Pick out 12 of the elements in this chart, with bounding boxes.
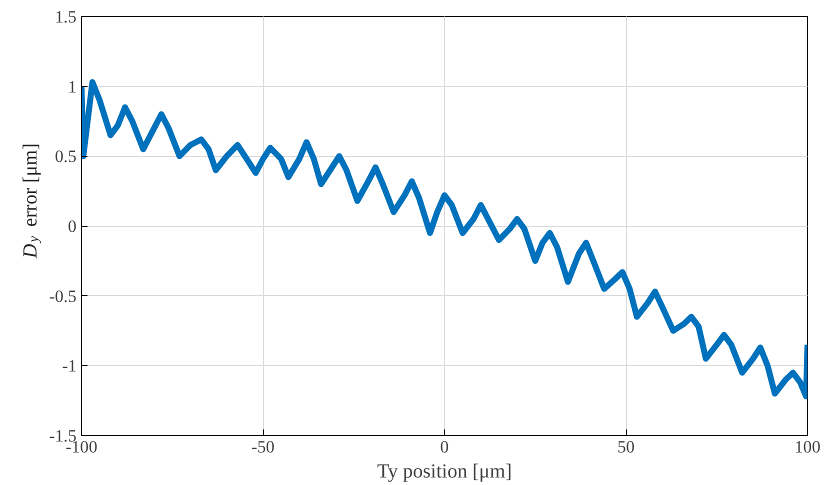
x-tick-label: 50 xyxy=(617,438,635,456)
y-tick-label: 0.5 xyxy=(54,147,77,166)
y-tick-label: 0 xyxy=(68,217,77,236)
x-tick-label: -50 xyxy=(251,438,275,456)
x-tick-label: 0 xyxy=(440,438,449,456)
x-axis-title: Ty position [μm] xyxy=(377,460,512,482)
y-tick-label: -0.5 xyxy=(49,286,77,306)
y-tick-label: -1 xyxy=(62,356,77,376)
y-tick-label: 1 xyxy=(68,77,77,96)
x-tick-label: 100 xyxy=(794,438,821,456)
y-axis-title: Dy error [μm] xyxy=(20,143,42,260)
y-tick-label: 1.5 xyxy=(54,8,77,26)
